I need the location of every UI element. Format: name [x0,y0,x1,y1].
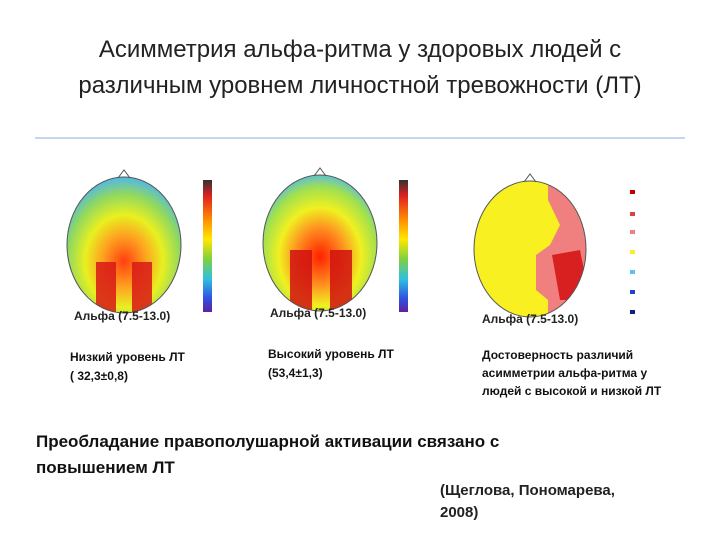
title: различным уровнем личностной тревожности… [78,72,642,99]
caption: Достоверность различий [482,348,634,362]
caption: Низкий уровень ЛТ [70,350,185,364]
conclusion: повышением ЛТ [36,458,175,477]
map-high [262,167,408,312]
caption: асимметрии альфа-ритма у [482,366,648,380]
citation: (Щеглова, Пономарева, [440,482,615,499]
caption: ( 32,3±0,8) [70,369,128,383]
map-significance [473,173,635,318]
title: Асимметрия альфа-ритма у здоровых людей … [98,36,622,63]
caption: Высокий уровень ЛТ [268,347,394,361]
map-low [66,169,212,314]
map-label: Альфа (7.5-13.0) [270,306,367,320]
conclusion: Преобладание правополушарной активации с… [36,432,500,451]
map-label: Альфа (7.5-13.0) [74,309,171,323]
caption: (53,4±1,3) [268,366,323,380]
citation: 2008) [440,504,479,521]
caption: людей с высокой и низкой ЛТ [482,384,662,398]
map-label: Альфа (7.5-13.0) [482,312,579,326]
